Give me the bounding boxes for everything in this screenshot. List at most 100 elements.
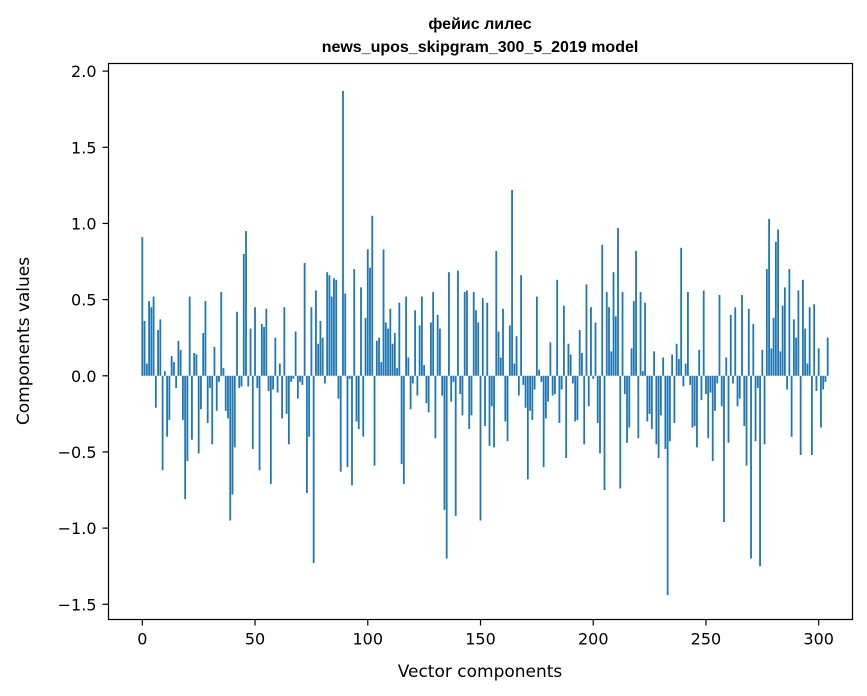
bar-102 bbox=[371, 215, 374, 376]
bar-100 bbox=[366, 249, 369, 376]
bar-95 bbox=[355, 375, 358, 422]
bar-series bbox=[141, 90, 829, 596]
bar-212 bbox=[619, 375, 622, 489]
bar-208 bbox=[610, 351, 613, 376]
bar-286 bbox=[786, 375, 789, 390]
y-tick-label: 1.0 bbox=[71, 214, 96, 233]
bar-177 bbox=[540, 375, 543, 382]
bar-256 bbox=[718, 295, 721, 376]
bar-302 bbox=[822, 375, 825, 390]
x-tick-label: 250 bbox=[691, 630, 722, 649]
bar-243 bbox=[689, 375, 692, 385]
bar-281 bbox=[774, 241, 777, 376]
bar-172 bbox=[529, 375, 531, 411]
bar-94 bbox=[353, 269, 356, 376]
bar-184 bbox=[556, 279, 559, 376]
bar-155 bbox=[490, 375, 493, 407]
bar-237 bbox=[675, 343, 678, 376]
bar-37 bbox=[224, 375, 227, 411]
bar-98 bbox=[362, 375, 365, 437]
bar-66 bbox=[290, 375, 293, 382]
bar-289 bbox=[792, 319, 795, 376]
bar-175 bbox=[535, 296, 538, 376]
bar-226 bbox=[650, 375, 653, 430]
bar-50 bbox=[254, 307, 256, 376]
bar-219 bbox=[635, 250, 637, 376]
bar-290 bbox=[795, 337, 798, 376]
bar-44 bbox=[240, 375, 243, 387]
bar-272 bbox=[754, 375, 757, 442]
bar-255 bbox=[716, 375, 719, 384]
bar-85 bbox=[333, 278, 335, 376]
bar-163 bbox=[508, 325, 511, 376]
bar-81 bbox=[324, 375, 326, 384]
bar-189 bbox=[567, 343, 570, 376]
bar-40 bbox=[231, 375, 234, 495]
bar-15 bbox=[175, 375, 178, 388]
bar-270 bbox=[750, 375, 752, 559]
bar-89 bbox=[342, 90, 344, 376]
bar-29 bbox=[206, 375, 209, 423]
bar-136 bbox=[448, 272, 450, 376]
bar-60 bbox=[276, 375, 279, 393]
bar-125 bbox=[423, 365, 426, 376]
bar-291 bbox=[797, 290, 800, 376]
bar-111 bbox=[391, 343, 394, 376]
bar-248 bbox=[700, 375, 703, 401]
bar-185 bbox=[558, 375, 561, 423]
bar-20 bbox=[186, 375, 189, 462]
bar-247 bbox=[698, 349, 701, 376]
bar-121 bbox=[414, 310, 417, 376]
bar-43 bbox=[238, 375, 241, 388]
bar-297 bbox=[811, 375, 813, 455]
bar-41 bbox=[233, 375, 236, 448]
bar-79 bbox=[319, 320, 322, 376]
bar-280 bbox=[772, 317, 775, 376]
bar-82 bbox=[326, 272, 329, 376]
bar-269 bbox=[747, 308, 750, 376]
bar-78 bbox=[317, 343, 320, 376]
bar-153 bbox=[486, 302, 489, 376]
bar-251 bbox=[707, 375, 710, 439]
bar-24 bbox=[195, 354, 198, 376]
bar-295 bbox=[806, 363, 809, 376]
bar-170 bbox=[524, 375, 527, 408]
bar-135 bbox=[445, 375, 448, 559]
bar-21 bbox=[188, 296, 191, 376]
bar-118 bbox=[407, 357, 410, 376]
bar-146 bbox=[470, 375, 473, 416]
bar-213 bbox=[621, 291, 624, 376]
bar-267 bbox=[743, 375, 746, 427]
bar-250 bbox=[705, 375, 707, 395]
bar-28 bbox=[204, 301, 207, 376]
bar-84 bbox=[330, 296, 333, 376]
bar-10 bbox=[163, 371, 166, 376]
bar-63 bbox=[283, 307, 286, 376]
bar-119 bbox=[409, 375, 412, 410]
bar-7 bbox=[157, 330, 159, 376]
bar-134 bbox=[443, 375, 446, 510]
bar-140 bbox=[457, 270, 459, 376]
bar-23 bbox=[193, 352, 196, 376]
bar-30 bbox=[209, 375, 211, 388]
bar-72 bbox=[303, 263, 306, 376]
bar-264 bbox=[736, 375, 739, 407]
y-tick-label: 0.5 bbox=[71, 291, 96, 310]
bar-259 bbox=[725, 357, 728, 376]
bar-143 bbox=[463, 291, 466, 376]
bar-77 bbox=[315, 290, 317, 376]
bar-201 bbox=[594, 322, 597, 376]
bar-42 bbox=[236, 311, 238, 376]
bar-22 bbox=[191, 375, 193, 440]
bar-65 bbox=[287, 375, 290, 445]
bar-204 bbox=[601, 244, 604, 376]
bar-279 bbox=[770, 348, 773, 376]
bar-151 bbox=[481, 298, 484, 376]
bar-245 bbox=[693, 375, 696, 427]
bar-191 bbox=[572, 375, 574, 384]
bar-241 bbox=[684, 363, 687, 376]
bar-278 bbox=[768, 218, 770, 376]
bar-107 bbox=[382, 249, 385, 376]
bar-17 bbox=[179, 349, 182, 376]
